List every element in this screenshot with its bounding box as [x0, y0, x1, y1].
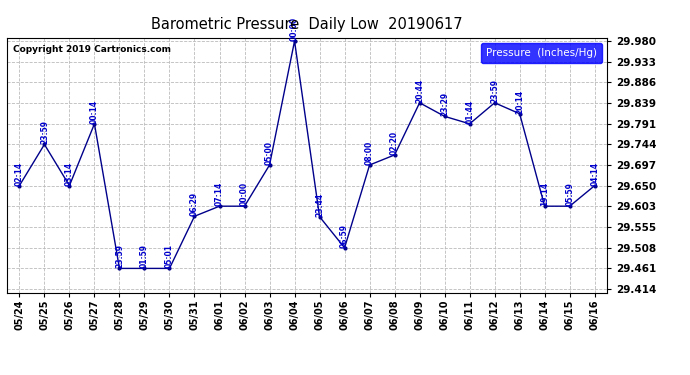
Text: 02:20: 02:20 — [390, 131, 399, 155]
Text: 05:00: 05:00 — [265, 141, 274, 165]
Text: 06:29: 06:29 — [190, 192, 199, 216]
Text: 02:14: 02:14 — [15, 162, 24, 186]
Text: 23:59: 23:59 — [490, 79, 499, 103]
Text: 04:14: 04:14 — [590, 162, 599, 186]
Text: 23:44: 23:44 — [315, 193, 324, 217]
Legend: Pressure  (Inches/Hg): Pressure (Inches/Hg) — [480, 43, 602, 63]
Text: 00:00: 00:00 — [290, 17, 299, 41]
Text: 01:59: 01:59 — [140, 244, 149, 268]
Text: 20:44: 20:44 — [415, 79, 424, 103]
Text: 20:14: 20:14 — [515, 90, 524, 114]
Text: 00:00: 00:00 — [240, 182, 249, 206]
Text: 07:14: 07:14 — [215, 182, 224, 206]
Text: 05:01: 05:01 — [165, 244, 174, 268]
Text: 19:14: 19:14 — [540, 182, 549, 206]
Text: 03:14: 03:14 — [65, 162, 74, 186]
Text: 23:59: 23:59 — [115, 244, 124, 268]
Text: Copyright 2019 Cartronics.com: Copyright 2019 Cartronics.com — [13, 45, 171, 54]
Text: 06:59: 06:59 — [340, 224, 349, 248]
Text: 08:00: 08:00 — [365, 141, 374, 165]
Text: 01:44: 01:44 — [465, 100, 474, 124]
Text: 05:59: 05:59 — [565, 182, 574, 206]
Text: 00:14: 00:14 — [90, 100, 99, 124]
Text: 23:29: 23:29 — [440, 92, 449, 116]
Text: 23:59: 23:59 — [40, 120, 49, 144]
Title: Barometric Pressure  Daily Low  20190617: Barometric Pressure Daily Low 20190617 — [151, 17, 463, 32]
